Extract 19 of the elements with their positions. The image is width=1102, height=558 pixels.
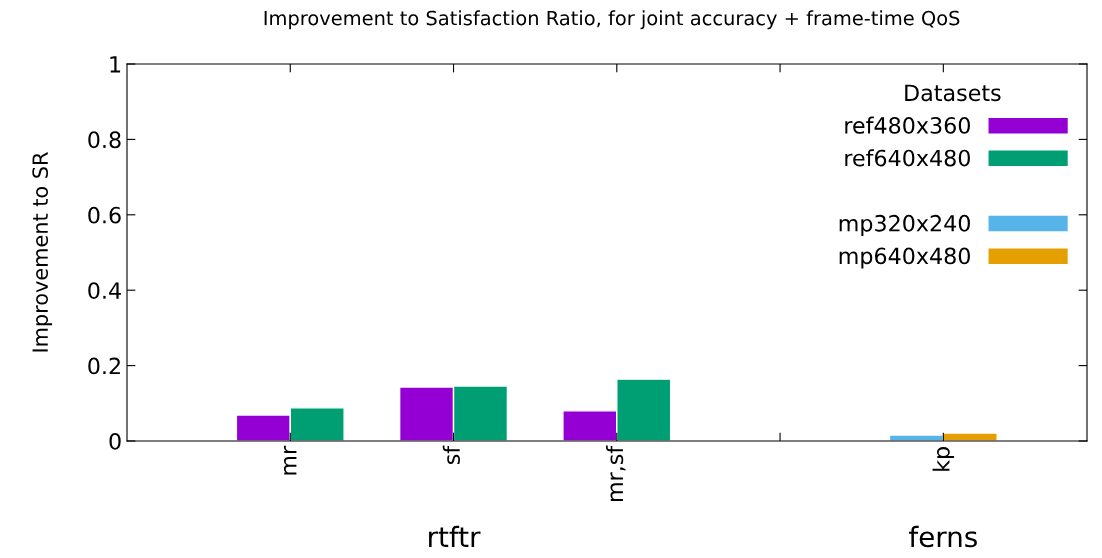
legend-label: mp320x240 — [839, 214, 970, 236]
x-tick-label: mr — [283, 445, 297, 475]
y-tick-label: 0.4 — [88, 282, 121, 299]
y-tick-label: 0.2 — [88, 357, 120, 375]
y-tick-label: 0.8 — [88, 131, 121, 149]
legend-title: Datasets — [905, 84, 1001, 102]
y-axis-title: Improvement to SR — [32, 152, 53, 352]
text: rtftr — [429, 525, 481, 547]
y-tick-label: 0.6 — [88, 206, 121, 224]
legend-label: ref640x480 — [845, 149, 970, 167]
y-tick-label: 1 — [110, 56, 121, 73]
legend-label: ref480x360 — [845, 116, 970, 134]
text: ferns — [909, 525, 977, 548]
x-tick-label: kp — [932, 447, 955, 471]
x-tick-label: sf — [442, 445, 460, 465]
legend-label: mp640x480 — [839, 247, 970, 269]
chart-title: Improvement to Satisfaction Ratio, for joint accuracy + frame-time QoS — [264, 10, 960, 30]
y-tick-label: 0 — [109, 432, 121, 450]
x-tick-label: mr,sf — [606, 445, 626, 502]
